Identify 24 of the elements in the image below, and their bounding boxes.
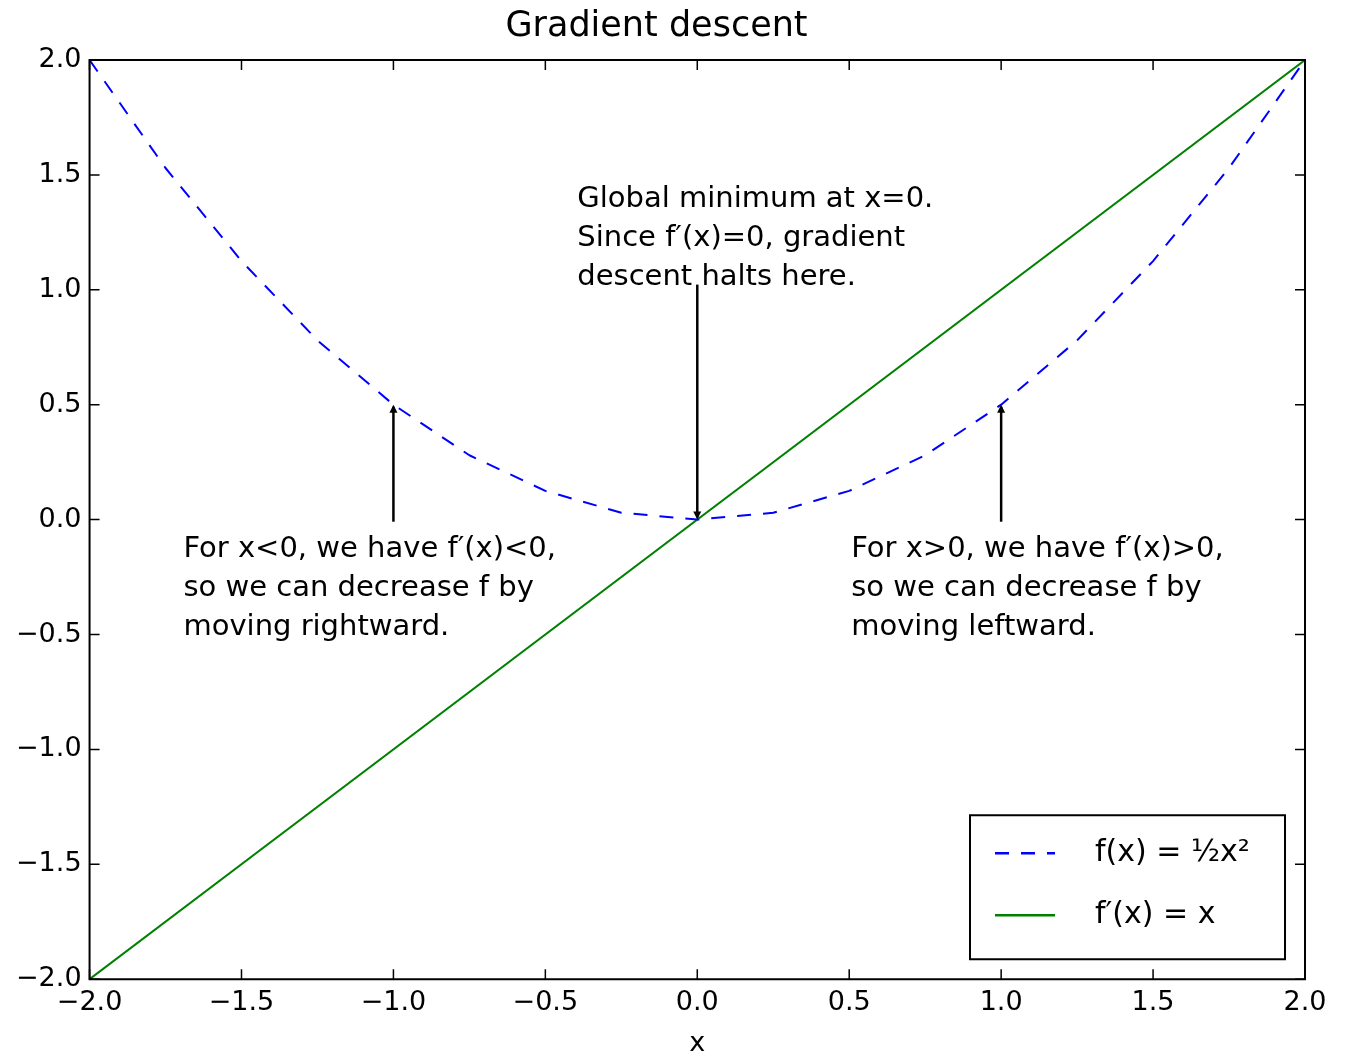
y-tick-label: −0.5 <box>16 616 82 648</box>
legend-label: f(x) = ½x² <box>1095 833 1250 868</box>
x-tick-label: −0.5 <box>512 985 579 1017</box>
x-axis-title: x <box>689 1025 706 1057</box>
y-tick-label: −1.5 <box>16 846 82 878</box>
x-tick-label: 0.5 <box>827 985 871 1017</box>
x-tick-label: 1.5 <box>1131 985 1175 1017</box>
x-tick-label: −1.5 <box>208 985 275 1017</box>
y-tick-label: 1.5 <box>38 156 82 188</box>
y-tick-label: 2.0 <box>38 42 82 74</box>
annotation: For x<0, we have f′(x)<0, so we can decrease f by moving rightward. <box>183 529 557 642</box>
x-tick-label: 2.0 <box>1283 985 1327 1017</box>
y-tick-label: 1.0 <box>38 271 82 303</box>
annotation: For x>0, we have f′(x)>0, so we can decrease f by moving leftward. <box>851 529 1224 642</box>
y-tick-label: −2.0 <box>16 961 82 993</box>
x-tick-label: −1.0 <box>360 985 427 1017</box>
y-tick-label: 0.0 <box>38 501 82 533</box>
legend-label: f′(x) = x <box>1095 895 1216 930</box>
annotation: Global minimum at x=0. Since f′(x)=0, gradient descent halts here. <box>577 179 934 292</box>
y-tick-label: −1.0 <box>16 731 82 763</box>
x-tick-label: 1.0 <box>979 985 1023 1017</box>
x-tick-label: 0.0 <box>675 985 719 1017</box>
chart-title: Gradient descent <box>505 4 808 45</box>
y-tick-label: 0.5 <box>38 386 82 418</box>
